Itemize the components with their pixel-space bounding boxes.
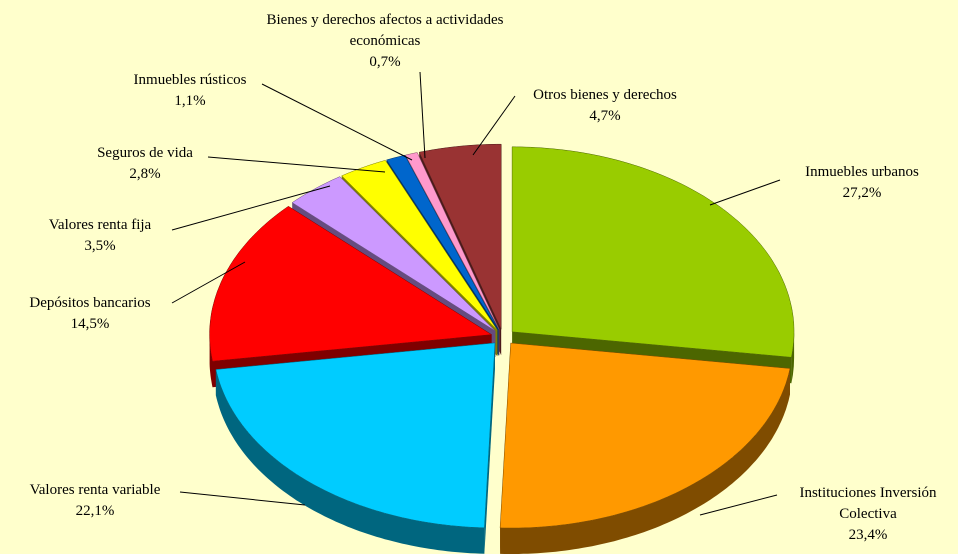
leader-line — [419, 71, 426, 159]
leader-line — [171, 261, 246, 304]
pie-slice — [215, 342, 496, 528]
data-label: Valores renta variable 22,1% — [0, 480, 195, 522]
category-label: Valores renta fija — [48, 217, 152, 233]
pie-slice — [511, 146, 795, 358]
pie-slice — [291, 176, 496, 332]
category-label: Seguros de vida — [97, 145, 193, 161]
data-label: Seguros de vida 2,8% — [45, 143, 245, 185]
pie-slice — [499, 342, 791, 529]
category-label: Inmuebles rústicos — [133, 72, 247, 88]
slice — [215, 342, 496, 554]
percent-label: 2,8% — [129, 166, 161, 182]
slice — [499, 342, 791, 554]
leader-line — [472, 95, 516, 156]
leader-line — [179, 491, 306, 506]
data-label: Inmuebles rústicos 1,1% — [90, 70, 290, 112]
category-label: Instituciones Inversión Colectiva — [799, 485, 937, 522]
percent-label: 22,1% — [75, 503, 115, 519]
data-label: Depósitos bancarios 14,5% — [0, 293, 190, 335]
leader-line — [699, 494, 778, 516]
leader-line — [709, 179, 781, 206]
category-label: Otros bienes y derechos — [533, 87, 677, 103]
leader-line — [261, 83, 413, 161]
data-label: Instituciones Inversión Colectiva 23,4% — [773, 483, 958, 546]
data-label: Otros bienes y derechos 4,7% — [505, 85, 705, 127]
category-label: Valores renta variable — [29, 482, 161, 498]
category-label: Bienes y derechos afectos a actividades … — [266, 12, 504, 49]
pie-slice — [341, 160, 498, 331]
percent-label: 0,7% — [369, 54, 401, 70]
pie-slice — [386, 154, 499, 330]
percent-label: 1,1% — [174, 93, 206, 109]
leader-line — [207, 156, 386, 173]
percent-label: 4,7% — [589, 108, 621, 124]
percent-label: 14,5% — [70, 316, 110, 332]
category-label: Inmuebles urbanos — [805, 164, 919, 180]
slice-side — [215, 369, 485, 554]
slice-side — [500, 368, 790, 554]
pie-slice — [405, 152, 500, 330]
data-label: Inmuebles urbanos 27,2% — [762, 162, 958, 204]
pie-slice — [209, 206, 493, 362]
pie-slice — [418, 143, 502, 330]
percent-label: 3,5% — [84, 238, 116, 254]
slice-wall — [484, 342, 495, 554]
data-label: Valores renta fija 3,5% — [0, 215, 200, 257]
data-label: Bienes y derechos afectos a actividades … — [265, 10, 505, 73]
percent-label: 23,4% — [848, 527, 888, 543]
percent-label: 27,2% — [842, 185, 882, 201]
leader-line — [171, 185, 331, 231]
category-label: Depósitos bancarios — [29, 295, 151, 311]
